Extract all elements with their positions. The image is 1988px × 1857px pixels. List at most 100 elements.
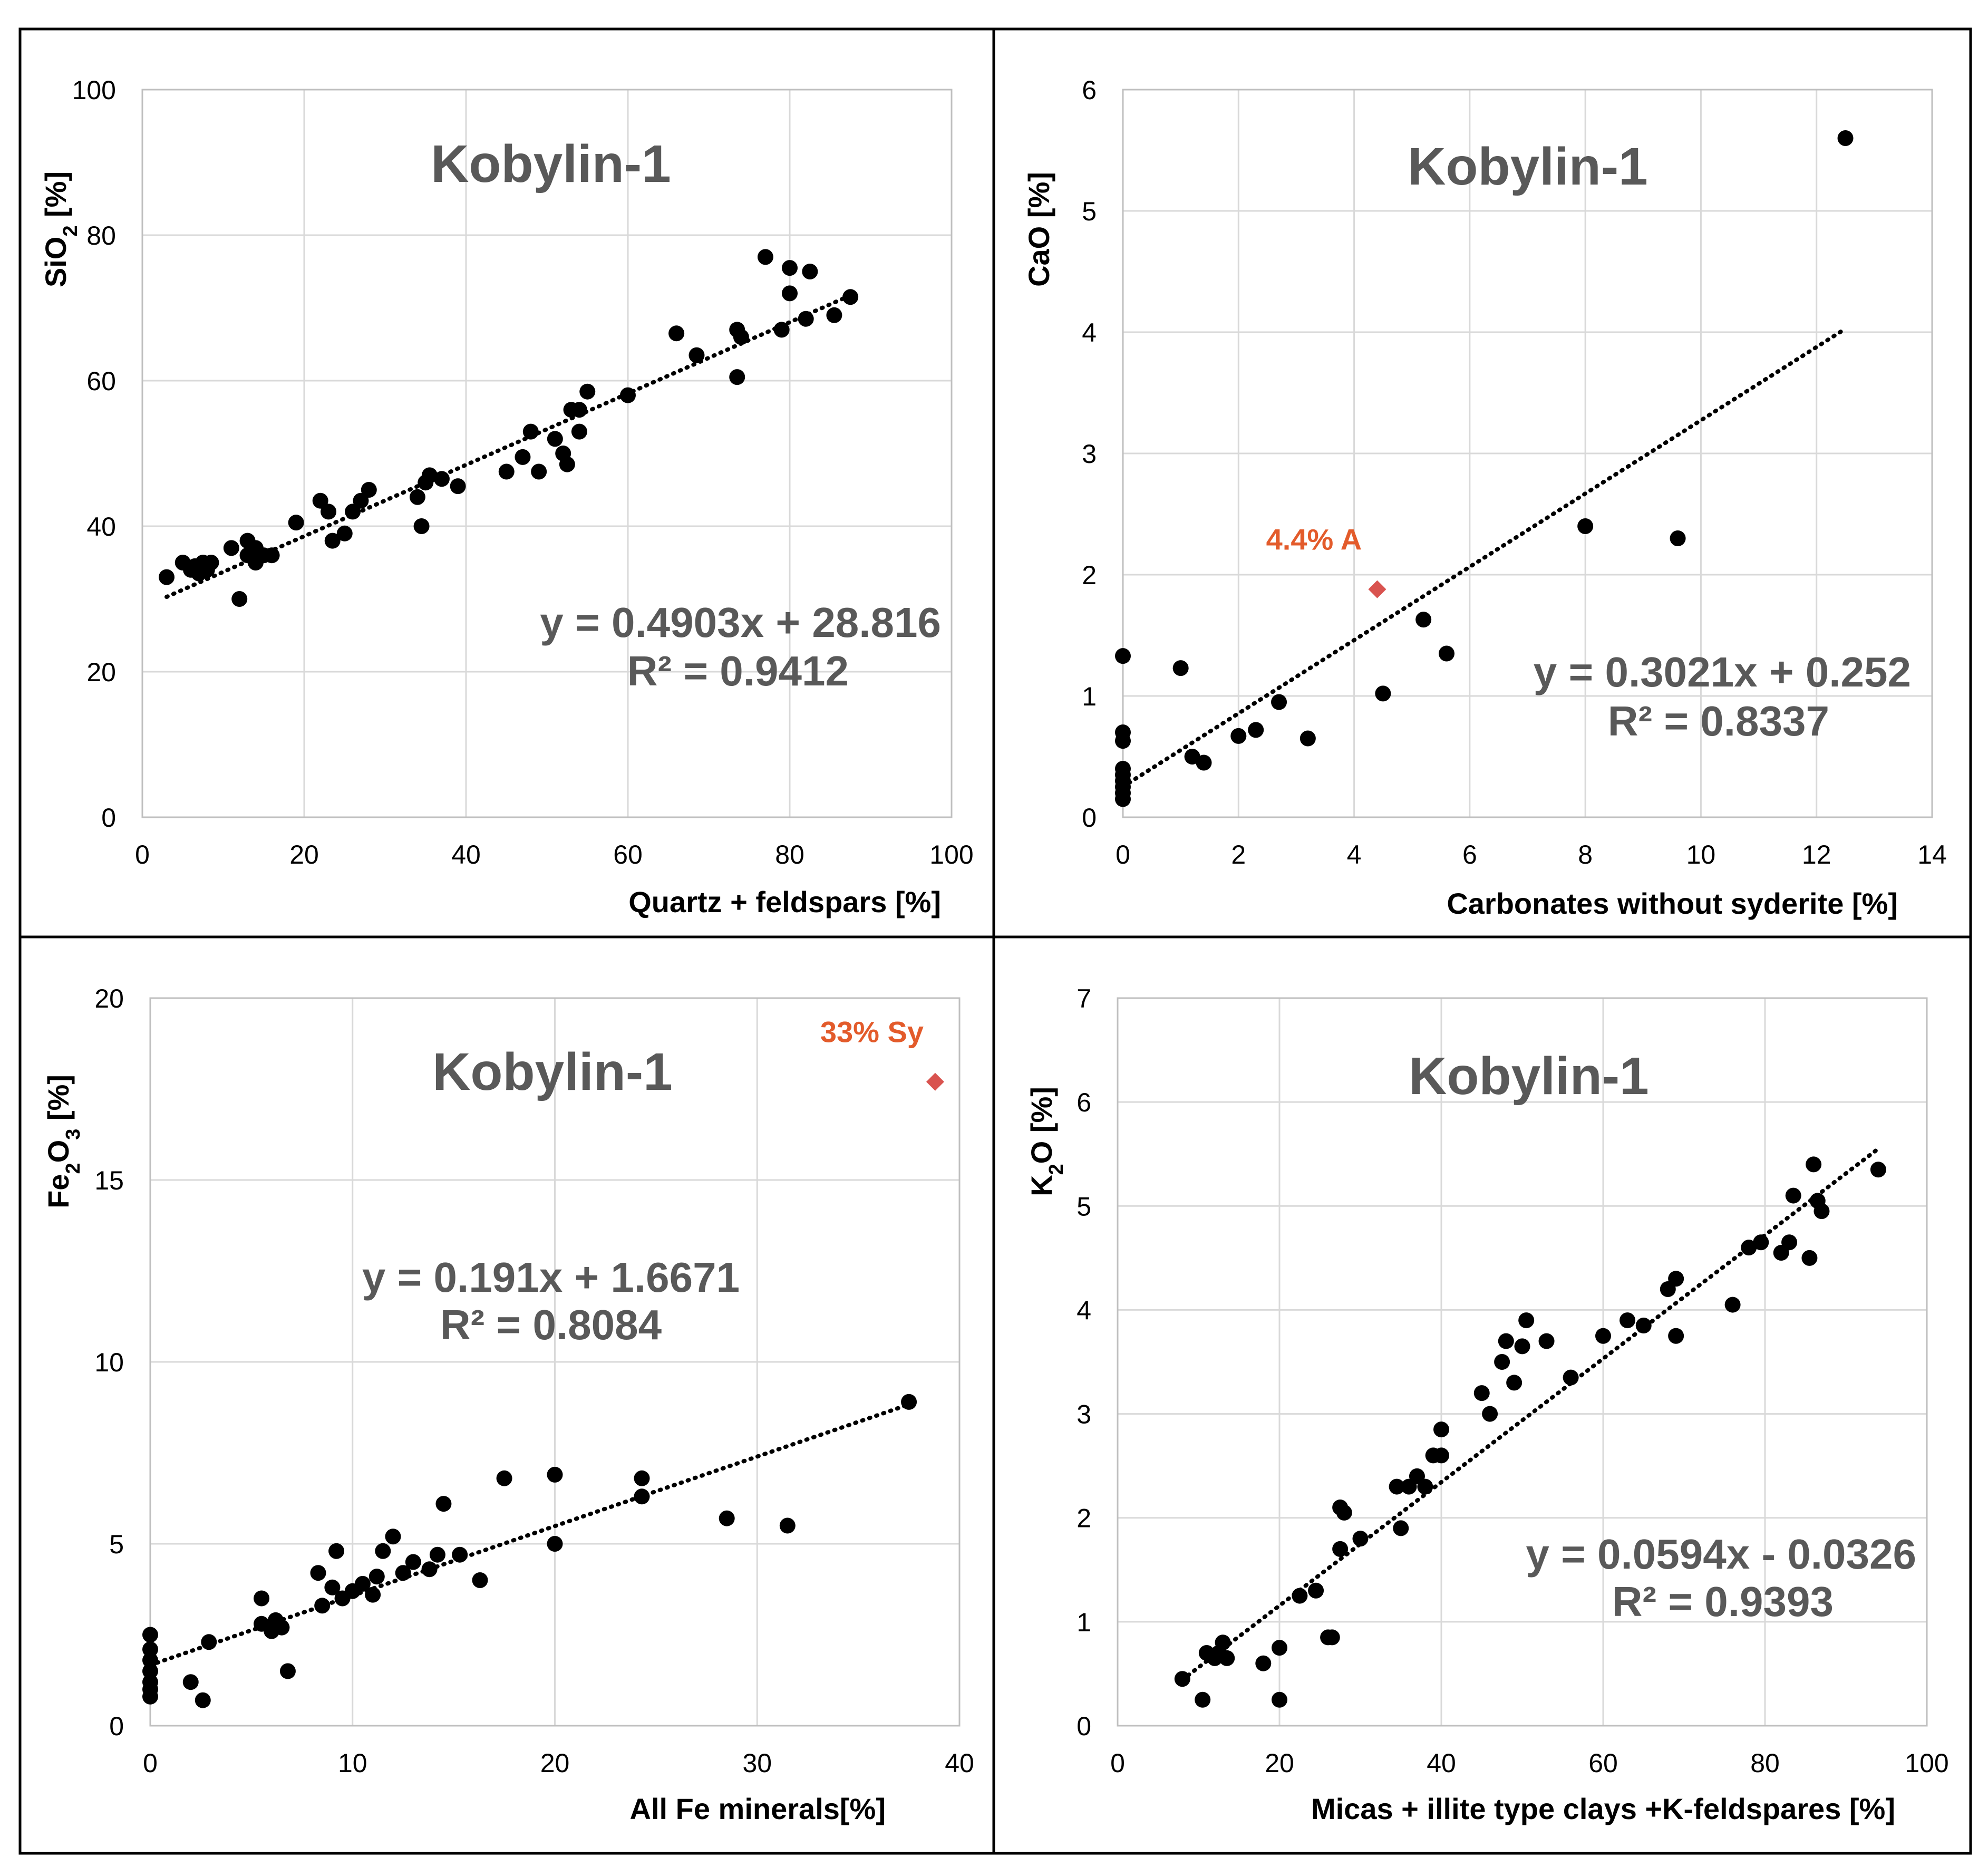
chart-fe2o3-x-tick-label: 40 — [945, 1748, 974, 1778]
chart-fe2o3-data-point — [779, 1517, 796, 1534]
chart-sio2-data-point — [782, 285, 798, 302]
chart-sio2-data-point — [223, 540, 239, 556]
chart-k2o-data-point — [1668, 1328, 1684, 1344]
chart-k2o-data-point — [1518, 1312, 1535, 1329]
chart-k2o-data-point — [1498, 1333, 1514, 1349]
chart-fe2o3-data-point — [142, 1652, 158, 1668]
chart-cao-y-tick-label: 4 — [1082, 318, 1097, 347]
chart-k2o-data-point — [1724, 1297, 1741, 1313]
chart-sio2-data-point — [757, 249, 773, 265]
chart-cao-x-label: Carbonates without syderite [%] — [1447, 887, 1898, 920]
chart-sio2-data-point — [336, 525, 353, 541]
chart-sio2-y-label-main: SiO — [39, 237, 72, 287]
chart-k2o-y-label-main: K — [1025, 1175, 1058, 1196]
chart-fe2o3-data-point — [201, 1634, 217, 1650]
chart-k2o-data-point — [1781, 1234, 1798, 1251]
chart-fe2o3-data-point — [395, 1565, 411, 1581]
chart-sio2-data-point — [802, 264, 818, 279]
chart-sio2-data-point — [579, 383, 596, 400]
chart-k2o-y-tick-label: 7 — [1077, 984, 1091, 1013]
chart-k2o-x-axis: 0 20 40 60 80 100 — [1110, 1748, 1949, 1778]
chart-cao-x-tick-label: 10 — [1686, 840, 1716, 869]
chart-sio2-equation: y = 0.4903x + 28.816 — [540, 599, 941, 646]
chart-cao-data-point — [1300, 730, 1316, 747]
chart-fe2o3-plot-area — [149, 997, 961, 1727]
chart-fe2o3-data-point — [547, 1466, 563, 1483]
chart-fe2o3-data-point — [496, 1470, 512, 1486]
chart-sio2-data-point — [559, 456, 575, 472]
chart-cao-data-point — [1837, 130, 1854, 146]
chart-k2o-x-tick-label: 60 — [1588, 1748, 1618, 1778]
chart-sio2-y-tick-label: 0 — [101, 803, 116, 833]
chart-fe2o3-data-point — [182, 1674, 199, 1690]
chart-k2o-data-point — [1352, 1531, 1369, 1547]
chart-k2o-data-point — [1538, 1333, 1555, 1349]
chart-sio2-data-point — [413, 518, 430, 534]
chart-sio2-data-point — [531, 463, 547, 480]
chart-fe2o3-x-label: All Fe minerals[%] — [630, 1792, 886, 1825]
chart-k2o-data-point — [1433, 1421, 1449, 1438]
chart-k2o-y-axis: 0 1 2 3 4 5 6 7 — [1077, 984, 1091, 1741]
figure-border — [18, 27, 1972, 1855]
chart-cao-x-tick-label: 0 — [1116, 840, 1130, 869]
chart-fe2o3-y-label-sub: 2 — [62, 1163, 84, 1174]
chart-fe2o3-y-tick-label: 10 — [94, 1348, 124, 1377]
chart-cao-y-tick-label: 1 — [1082, 682, 1097, 711]
chart-fe2o3-y-tick-label: 5 — [109, 1530, 124, 1559]
chart-fe2o3-data-point — [385, 1529, 401, 1545]
chart-sio2-y-label-sub: 2 — [60, 226, 82, 237]
chart-sio2-data-point — [203, 555, 219, 570]
chart-cao-data-point — [1375, 685, 1391, 702]
chart-sio2-data-point — [353, 492, 369, 509]
chart-sio2-data-point — [688, 347, 705, 363]
chart-k2o-data-point — [1806, 1156, 1822, 1173]
chart-fe2o3-data-point — [634, 1488, 650, 1505]
chart-sio2-data-point — [842, 289, 859, 305]
chart-fe2o3-data-point — [314, 1598, 331, 1614]
chart-k2o-x-tick-label: 40 — [1427, 1748, 1456, 1778]
chart-sio2-data-point — [668, 325, 685, 342]
chart-k2o-data-point — [1514, 1338, 1530, 1355]
chart-sio2-data-point — [231, 591, 248, 607]
chart-sio2-x-tick-label: 80 — [775, 840, 804, 869]
chart-cao-y-tick-label: 0 — [1082, 803, 1097, 833]
chart-k2o-points — [1174, 1156, 1886, 1708]
chart-fe2o3-data-point — [472, 1572, 488, 1588]
chart-sio2: 0 20 40 60 80 100 0 20 40 60 80 100 Kobylin-1 y = … — [39, 75, 974, 918]
chart-fe2o3-data-point — [254, 1590, 270, 1607]
chart-cao-data-point — [1196, 755, 1212, 771]
chart-k2o-y-tick-label: 0 — [1077, 1711, 1091, 1741]
chart-sio2-data-point — [321, 504, 337, 520]
chart-fe2o3-points — [142, 1394, 917, 1708]
chart-fe2o3-outlier-label: 33% Sy — [820, 1015, 924, 1049]
chart-k2o-y-label-tail: O [%] — [1025, 1087, 1058, 1164]
chart-cao-y-tick-label: 3 — [1082, 439, 1097, 469]
chart-sio2-y-tick-label: 60 — [86, 366, 116, 396]
chart-fe2o3-data-point — [435, 1496, 452, 1512]
chart-fe2o3: 0 5 10 15 20 0 10 20 30 40 33% Sy Kobylin-1 y = … — [42, 984, 974, 1825]
chart-fe2o3-data-point — [195, 1692, 211, 1708]
chart-fe2o3-x-tick-label: 30 — [742, 1748, 772, 1778]
chart-sio2-y-label-tail: [%] — [39, 171, 72, 226]
chart-k2o-x-tick-label: 20 — [1265, 1748, 1294, 1778]
chart-sio2-r-squared: R² = 0.9412 — [627, 647, 849, 694]
chart-k2o-data-point — [1308, 1582, 1324, 1599]
chart-cao-data-point — [1115, 648, 1131, 664]
chart-fe2o3-data-point — [354, 1575, 371, 1592]
chart-k2o-data-point — [1433, 1447, 1449, 1464]
chart-sio2-y-tick-label: 20 — [86, 657, 116, 687]
chart-k2o-data-point — [1473, 1385, 1490, 1401]
chart-sio2-data-point — [324, 533, 341, 549]
chart-cao-x-tick-label: 4 — [1347, 840, 1362, 869]
chart-sio2-x-tick-label: 0 — [135, 840, 150, 869]
chart-k2o-x-tick-label: 100 — [1905, 1748, 1948, 1778]
chart-cao-r-squared: R² = 0.8337 — [1608, 698, 1829, 744]
chart-cao-y-label-main: CaO — [1022, 226, 1055, 287]
chart-fe2o3-data-point — [547, 1536, 563, 1552]
chart-sio2-data-point — [571, 423, 587, 440]
chart-fe2o3-x-tick-label: 0 — [143, 1748, 158, 1778]
chart-k2o-data-point — [1332, 1541, 1349, 1557]
chart-k2o-data-point — [1595, 1328, 1611, 1344]
